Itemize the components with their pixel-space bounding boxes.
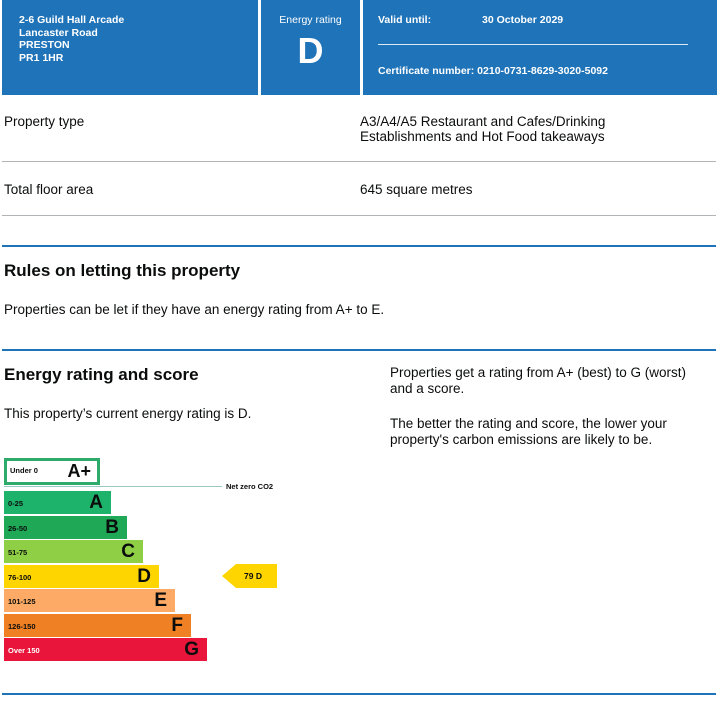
band-f: 126-150 F: [4, 613, 191, 637]
band-f-range: 126-150: [8, 621, 36, 631]
section-divider: [2, 349, 716, 351]
band-a-range: 0-25: [8, 499, 24, 508]
current-rating-score: 79 D: [244, 571, 262, 581]
divider: [2, 161, 716, 162]
band-a: 0-25 A: [4, 491, 111, 514]
property-type-line-2: Establishments and Hot Food takeaways: [360, 129, 605, 144]
band-e-letter: E: [154, 590, 167, 611]
band-e: 101-125 E: [4, 589, 175, 612]
address-line-2: Lancaster Road: [19, 26, 98, 39]
address-panel: 2-6 Guild Hall Arcade Lancaster Road PRE…: [2, 0, 258, 95]
divider: [2, 215, 716, 216]
certificate-number: Certificate number: 0210-0731-8629-3020-…: [378, 65, 608, 77]
floor-area-value: 645 square metres: [360, 182, 473, 197]
band-b: 26-50 B: [4, 515, 127, 539]
valid-until-date: 30 October 2029: [482, 14, 564, 26]
band-g-letter: G: [184, 639, 199, 660]
band-aplus: Under 0 A+: [4, 458, 100, 485]
header-divider: [378, 44, 688, 45]
energy-rating-label: Energy rating: [279, 14, 342, 26]
band-a-letter: A: [89, 492, 103, 513]
band-b-range: 26-50: [8, 523, 28, 533]
address-line-4: PR1 1HR: [19, 51, 64, 64]
property-type-value: A3/A4/A5 Restaurant and Cafes/Drinking E…: [360, 114, 690, 144]
energy-rating-letter: D: [297, 30, 324, 71]
rules-heading: Rules on letting this property: [4, 261, 241, 280]
energy-heading: Energy rating and score: [4, 365, 199, 384]
address-line-1: 2-6 Guild Hall Arcade: [19, 14, 125, 26]
carbon-explanation: The better the rating and score, the low…: [390, 416, 667, 447]
band-f-letter: F: [171, 614, 183, 636]
energy-rating-panel: Energy rating D: [261, 0, 360, 95]
net-zero-label: Net zero CO2: [226, 482, 274, 491]
band-g: Over 150 G: [4, 638, 207, 661]
address-line-3: PRESTON: [19, 39, 70, 51]
band-d-range: 76-100: [8, 572, 32, 582]
rules-text: Properties can be let if they have an en…: [4, 302, 385, 317]
section-divider: [2, 245, 716, 247]
rating-explanation: Properties get a rating from A+ (best) t…: [390, 365, 686, 396]
band-b-letter: B: [105, 516, 119, 538]
property-type-label: Property type: [4, 114, 85, 129]
band-g-range: Over 150: [8, 646, 40, 655]
pointer-arrow: [222, 564, 277, 588]
band-aplus-range: Under 0: [10, 466, 38, 475]
validity-panel: Valid until: 30 October 2029 Certificate…: [363, 0, 717, 95]
band-d: 76-100 D: [4, 564, 159, 588]
property-type-line-1: A3/A4/A5 Restaurant and Cafes/Drinking: [360, 114, 606, 129]
band-c-letter: C: [121, 541, 135, 562]
energy-rating-chart: Under 0 A+ Net zero CO2 0-25 A 26-50 B 51-75…: [0, 450, 719, 680]
property-address: 2-6 Guild Hall Arcade Lancaster Road PRE…: [19, 14, 124, 64]
band-e-range: 101-125: [8, 597, 36, 606]
net-zero-line: [4, 486, 222, 487]
current-rating-pointer: 79 D: [222, 564, 277, 588]
current-rating-text: This property’s current energy rating is…: [4, 406, 252, 421]
band-c-range: 51-75: [8, 548, 28, 557]
certificate-header: 2-6 Guild Hall Arcade Lancaster Road PRE…: [2, 0, 717, 95]
valid-until-label: Valid until:: [378, 14, 432, 26]
band-d-letter: D: [137, 565, 151, 587]
section-divider: [2, 693, 716, 695]
band-c: 51-75 C: [4, 540, 143, 563]
floor-area-label: Total floor area: [4, 182, 94, 197]
band-aplus-letter: A+: [67, 461, 91, 481]
